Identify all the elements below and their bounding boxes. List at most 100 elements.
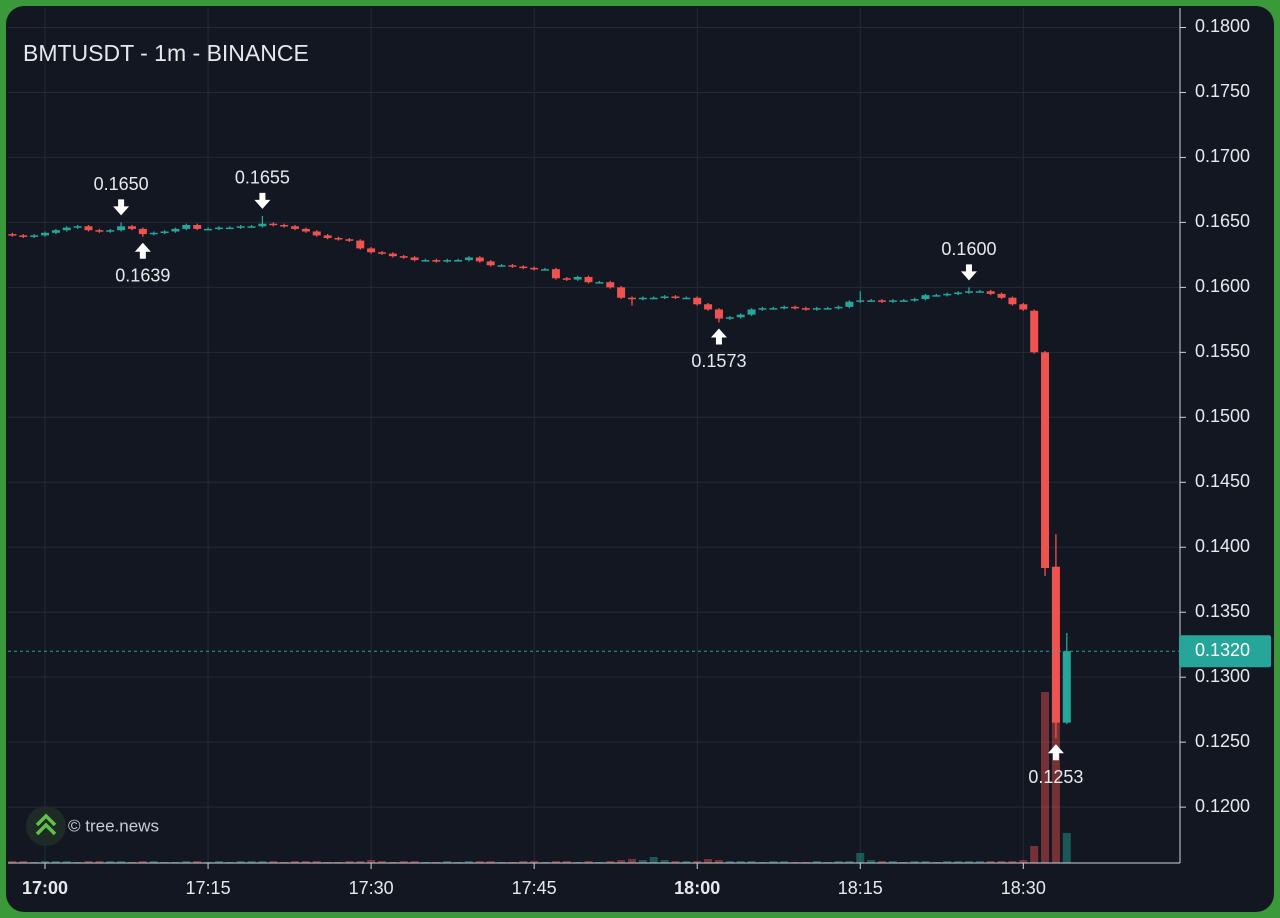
candle-body [867, 300, 876, 302]
candle-body [377, 252, 386, 254]
volume-bar [356, 861, 365, 863]
candle-body [791, 306, 800, 309]
y-tick-label: 0.1250 [1195, 731, 1250, 751]
candle-body [519, 266, 528, 269]
volume-bar [1030, 846, 1039, 863]
annotation-label: 0.1600 [941, 239, 996, 259]
candle-body [182, 224, 191, 229]
candle-body [334, 237, 343, 240]
y-tick-label: 0.1750 [1195, 81, 1250, 101]
volume-bar [62, 861, 71, 863]
candle-body [910, 299, 919, 301]
volume-bar [106, 861, 115, 863]
candle-body [432, 260, 441, 262]
candle-body [1019, 304, 1028, 310]
candle-body [410, 257, 419, 261]
volume-bar [367, 860, 376, 863]
volume-bar [117, 861, 126, 863]
chart-title: BMTUSDT - 1m - BINANCE [23, 40, 309, 66]
candle-body [193, 224, 202, 229]
candle-body [888, 300, 897, 302]
candle-body [617, 287, 626, 298]
candle-body [301, 228, 310, 232]
annotation-arrow [710, 328, 727, 345]
candle-body [127, 226, 136, 229]
x-tick-label: 18:00 [674, 878, 720, 898]
candle-body [562, 278, 571, 280]
volume-bar [19, 861, 28, 863]
candle-body [769, 308, 778, 310]
candle-body [160, 231, 169, 233]
last-price-label: 0.1320 [1195, 640, 1250, 660]
watermark: © tree.news [68, 816, 159, 835]
candle-body [845, 301, 854, 307]
candle-body [975, 291, 984, 293]
volume-bar [693, 861, 702, 863]
candle-body [388, 253, 397, 257]
volume-bar [704, 859, 713, 863]
candle-body [106, 230, 115, 232]
candle-body [73, 226, 82, 228]
candle-body [1041, 352, 1050, 569]
candle-body [899, 300, 908, 302]
candle-body [704, 304, 713, 310]
volume-bar [964, 861, 973, 863]
volume-bar [1062, 833, 1071, 863]
volume-bar [182, 861, 191, 863]
volume-bar [736, 861, 745, 863]
volume-bar [1008, 861, 1017, 863]
volume-bar [769, 861, 778, 863]
volume-bar [671, 861, 680, 863]
annotation-label: 0.1573 [691, 351, 746, 371]
candle-body [171, 228, 180, 232]
volume-bar [399, 861, 408, 863]
volume-bar [975, 861, 984, 863]
candle-body [464, 257, 473, 261]
y-tick-label: 0.1300 [1195, 666, 1250, 686]
candle-body [943, 293, 952, 296]
volume-bar [475, 861, 484, 863]
candle-body [214, 227, 223, 230]
y-tick-label: 0.1800 [1195, 16, 1250, 36]
volume-bar [1041, 692, 1050, 863]
candle-body [801, 308, 810, 310]
volume-bar [291, 861, 300, 863]
candles [8, 215, 1071, 739]
candle-body [236, 226, 245, 228]
annotation-arrow [113, 199, 130, 216]
volume-bar [312, 861, 321, 863]
last-price-box [1179, 635, 1271, 668]
candle-body [258, 223, 267, 227]
volume-bar [682, 861, 691, 863]
volume-bar [617, 860, 626, 863]
volume-bar [878, 861, 886, 863]
volume-bar [1051, 703, 1060, 863]
candle-body [638, 297, 647, 300]
candle-body [19, 235, 28, 237]
candle-body [932, 295, 941, 297]
candle-body [541, 269, 550, 271]
y-tick-label: 0.1200 [1195, 796, 1250, 816]
candle-body [8, 234, 17, 236]
volume-bar [269, 861, 278, 863]
x-tick-label: 17:30 [349, 878, 394, 898]
volume-bar [149, 861, 158, 863]
candle-body [421, 260, 430, 262]
y-tick-label: 0.1450 [1195, 471, 1250, 491]
candle-body [62, 227, 71, 231]
volume-bar [41, 861, 50, 863]
volume-bar [214, 861, 223, 863]
candle-body [682, 297, 691, 300]
volume-bar [84, 861, 93, 863]
volume-bar [649, 857, 658, 863]
volume-bar [606, 861, 615, 863]
volume-bar [193, 861, 202, 863]
candle-body [725, 317, 734, 319]
candle-body [747, 309, 756, 315]
annotation-arrow [134, 242, 151, 259]
volume-bar [747, 861, 756, 863]
volume-bar [236, 861, 245, 863]
volume-bar [562, 861, 571, 863]
volume-bar [443, 861, 452, 863]
